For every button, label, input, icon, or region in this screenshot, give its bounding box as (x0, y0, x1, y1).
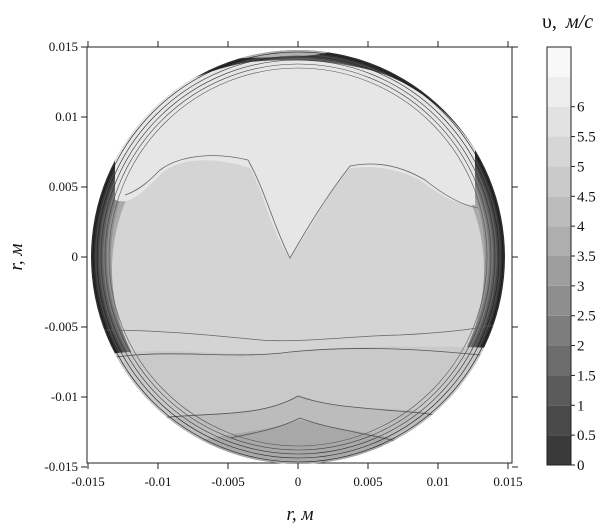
colorbar-segment (547, 196, 571, 227)
y-axis-ticks: 0.015 0.01 0.005 0 -0.005 -0.01 -0.015 (44, 39, 518, 474)
colorbar-label: 0 (577, 458, 585, 474)
y-tick-label: 0.005 (49, 179, 78, 194)
colorbar-title: υ, м/с (542, 11, 593, 33)
contour-ring-e (108, 67, 488, 447)
colorbar-segment (547, 405, 571, 436)
colorbar-segment (547, 345, 571, 376)
x-tick-label: 0.015 (493, 474, 522, 489)
colorbar-label: 0.5 (577, 428, 596, 444)
y-tick-label: -0.005 (44, 319, 78, 334)
colorbar-segment (547, 435, 571, 465)
y-axis-title: r, м (6, 244, 27, 271)
contour-line-5-5 (124, 155, 479, 259)
colorbar-segment (547, 136, 571, 167)
x-tick-label: 0 (295, 474, 302, 489)
y-tick-label: 0.015 (49, 39, 78, 54)
contour-ring-d (104, 63, 492, 451)
contour-ring-a (92, 51, 504, 463)
colorbar-segment (547, 375, 571, 406)
colorbar-segment (547, 106, 571, 137)
colorbar-label: 4 (577, 219, 585, 235)
colorbar-segment (547, 226, 571, 256)
contour-ring-b (96, 55, 500, 459)
colorbar-label: 5 (577, 159, 585, 175)
colorbar-segment (547, 76, 571, 107)
colorbar-label: 2.5 (577, 309, 596, 325)
y-tick-label: -0.01 (51, 389, 78, 404)
colorbar-segment (547, 285, 571, 316)
y-tick-label: 0 (72, 249, 79, 264)
contour-ring-c (100, 59, 496, 455)
contour-line-4-5 (109, 348, 481, 359)
contour-line-3-5 (229, 417, 401, 443)
colorbar-title-symbol: υ, (542, 11, 557, 33)
colorbar-title-unit: м/с (565, 11, 593, 33)
contour-line-5-0 (99, 324, 496, 342)
contour-field (91, 50, 505, 464)
x-tick-label: -0.015 (71, 474, 105, 489)
y-tick-label: 0.01 (55, 109, 78, 124)
colorbar-segment (547, 47, 571, 77)
x-tick-label: 0.01 (427, 474, 450, 489)
colorbar-segment (547, 256, 571, 286)
colorbar-label: 3 (577, 279, 585, 295)
colorbar-label: 5.5 (577, 130, 596, 146)
x-axis-title: r, м (287, 504, 314, 525)
colorbar-label: 2 (577, 339, 585, 355)
x-tick-label: -0.005 (211, 474, 245, 489)
core-upper-region (115, 60, 475, 258)
colorbar-segment (547, 315, 571, 346)
x-tick-label: -0.01 (144, 474, 171, 489)
colorbar-label: 4.5 (577, 189, 596, 205)
colorbar-label: 1 (577, 398, 585, 414)
x-axis-ticks: -0.015 -0.01 -0.005 0 0.005 0.01 0.015 (71, 41, 523, 489)
colorbar: 0 0.5 1 1.5 2 2.5 3 3.5 4 4.5 5 5.5 6 (546, 46, 596, 474)
colorbar-label: 3.5 (577, 249, 596, 265)
colorbar-label: 1.5 (577, 368, 596, 384)
colorbar-label: 6 (577, 100, 585, 116)
x-tick-label: 0.005 (353, 474, 382, 489)
colorbar-segment (547, 166, 571, 197)
y-tick-label: -0.015 (44, 459, 78, 474)
